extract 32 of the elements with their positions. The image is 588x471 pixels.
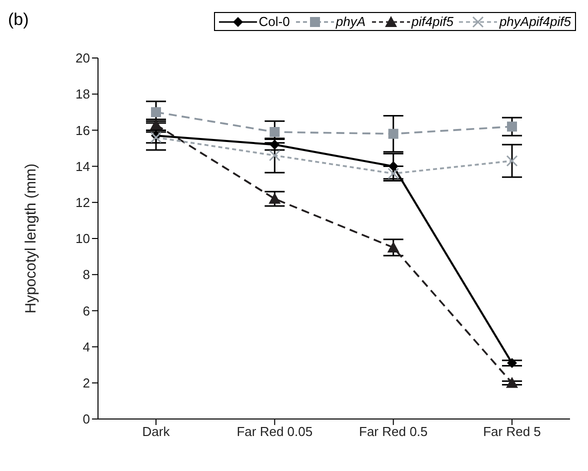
y-tick-label: 14	[76, 158, 90, 174]
point	[387, 242, 400, 253]
y-tick-label: 16	[76, 122, 90, 138]
y-tick-label: 0	[82, 412, 90, 427]
x-tick-label: Far Red 5	[483, 424, 541, 440]
legend-label: pif4pif5	[412, 14, 454, 29]
y-tick-label: 4	[82, 339, 90, 354]
y-tick-label: 8	[82, 267, 90, 282]
legend-label: phyApif4pif5	[499, 14, 571, 29]
y-tick-label: 10	[76, 231, 90, 246]
x-tick-label: Far Red 0.05	[236, 424, 313, 440]
y-tick-label: 20	[76, 50, 90, 66]
point	[506, 376, 518, 388]
x-tick-label: Dark	[142, 424, 170, 440]
point	[270, 127, 280, 138]
point	[507, 122, 517, 132]
y-tick-label: 2	[82, 376, 90, 391]
point	[507, 358, 517, 368]
y-tick-label: 18	[76, 86, 90, 102]
point	[268, 150, 280, 162]
legend-label: phyA	[336, 14, 366, 29]
y-tick-label: 6	[82, 303, 90, 318]
x-tick-label: Far Red 0.5	[359, 424, 428, 440]
point	[506, 155, 518, 167]
y-tick-label: 12	[76, 195, 90, 210]
y-axis-title: Hypocotyl length (mm)	[22, 163, 40, 314]
legend-label: Col-0	[258, 14, 290, 29]
point	[388, 128, 398, 139]
point	[151, 107, 161, 118]
point	[388, 161, 398, 172]
point	[268, 192, 281, 204]
chart-title: (b)	[8, 10, 29, 30]
